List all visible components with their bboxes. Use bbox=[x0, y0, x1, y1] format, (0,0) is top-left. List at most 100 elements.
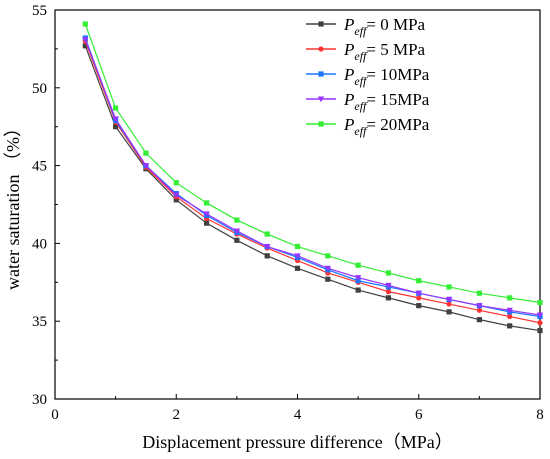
data-point bbox=[476, 307, 482, 313]
legend-value: = 10MPa bbox=[366, 65, 429, 84]
y-tick-label: 30 bbox=[32, 392, 47, 408]
data-point bbox=[355, 287, 361, 293]
data-point bbox=[385, 270, 392, 276]
legend-swatch-marker bbox=[318, 21, 324, 27]
data-point bbox=[446, 309, 452, 315]
data-point bbox=[203, 220, 210, 226]
legend-swatch-marker bbox=[318, 121, 324, 127]
data-point bbox=[537, 320, 543, 326]
legend-label: Peff= 15MPa bbox=[343, 90, 430, 113]
plot-border bbox=[54, 9, 541, 400]
series-layer bbox=[82, 21, 544, 334]
legend-value: = 20MPa bbox=[366, 115, 429, 134]
y-tick-label: 55 bbox=[32, 3, 47, 19]
data-point bbox=[445, 296, 453, 303]
legend-symbol: P bbox=[343, 15, 354, 34]
series-line bbox=[84, 23, 541, 304]
legend-label: Peff= 20MPa bbox=[343, 115, 430, 138]
series-line bbox=[84, 45, 541, 332]
data-point bbox=[416, 303, 422, 309]
legend-value: = 15MPa bbox=[366, 90, 429, 109]
data-point bbox=[263, 244, 271, 250]
legend-subscript: eff bbox=[354, 124, 368, 138]
legend-swatch-marker bbox=[317, 96, 325, 103]
data-point bbox=[416, 278, 422, 284]
legend-subscript: eff bbox=[354, 74, 368, 88]
series-line bbox=[84, 39, 541, 316]
data-point bbox=[537, 327, 543, 334]
data-point bbox=[82, 37, 89, 43]
legend-item-4: Peff= 15MPa bbox=[306, 90, 430, 113]
legend-subscript: eff bbox=[354, 24, 368, 38]
x-tick-label: 6 bbox=[415, 407, 423, 423]
data-point bbox=[203, 211, 210, 218]
data-point bbox=[325, 276, 331, 282]
data-point bbox=[233, 228, 241, 235]
data-point bbox=[416, 295, 422, 301]
data-point bbox=[112, 116, 119, 123]
data-point bbox=[173, 192, 180, 199]
data-point bbox=[507, 313, 513, 320]
data-point bbox=[203, 200, 210, 206]
x-tick-label: 2 bbox=[173, 407, 181, 423]
data-point bbox=[506, 307, 513, 314]
series-1 bbox=[82, 43, 543, 334]
data-point bbox=[385, 295, 392, 301]
legend-symbol: P bbox=[343, 115, 354, 134]
x-axis: 0 2 4 6 8 bbox=[51, 394, 544, 423]
y-tick-label: 40 bbox=[32, 236, 47, 252]
series-3 bbox=[82, 35, 543, 320]
data-point bbox=[82, 21, 88, 27]
series-4 bbox=[82, 37, 544, 319]
series-line bbox=[84, 40, 541, 324]
data-point bbox=[446, 284, 452, 290]
data-point bbox=[537, 299, 543, 306]
y-axis: 30 35 40 45 50 55 bbox=[32, 3, 60, 408]
data-point bbox=[234, 237, 240, 243]
legend-value: = 5 MPa bbox=[366, 40, 425, 59]
data-point bbox=[507, 323, 513, 329]
legend-item-3: Peff= 10MPa bbox=[306, 65, 430, 88]
legend-subscript: eff bbox=[354, 99, 368, 113]
y-tick-label: 45 bbox=[32, 159, 47, 175]
data-point bbox=[355, 262, 361, 268]
legend-label: Peff= 10MPa bbox=[343, 65, 430, 88]
x-tick-label: 0 bbox=[51, 407, 59, 423]
legend-label: Peff= 0 MPa bbox=[343, 15, 426, 38]
data-point bbox=[294, 265, 301, 271]
data-point bbox=[173, 180, 179, 186]
legend-item-2: Peff= 5 MPa bbox=[306, 40, 426, 63]
legend-subscript: eff bbox=[354, 49, 368, 63]
series-2 bbox=[82, 38, 543, 326]
y-tick-label: 50 bbox=[32, 81, 47, 97]
legend-symbol: P bbox=[343, 65, 354, 84]
legend-item-1: Peff= 0 MPa bbox=[306, 15, 426, 38]
data-point bbox=[294, 253, 301, 260]
legend-swatch-marker bbox=[318, 46, 324, 52]
data-point bbox=[264, 231, 270, 237]
data-point bbox=[325, 253, 331, 259]
data-point bbox=[143, 150, 149, 156]
legend-item-5: Peff= 20MPa bbox=[306, 115, 430, 138]
data-point bbox=[82, 43, 88, 49]
y-axis-title: water saturation （%） bbox=[3, 119, 23, 290]
x-axis-title: Displacement pressure difference（MPa） bbox=[142, 432, 453, 452]
data-point bbox=[385, 282, 392, 289]
data-point bbox=[324, 265, 332, 272]
data-point bbox=[476, 303, 483, 309]
y-tick-label: 35 bbox=[32, 314, 47, 330]
data-point bbox=[476, 290, 482, 296]
data-point bbox=[385, 289, 392, 295]
data-point bbox=[536, 312, 544, 319]
data-point bbox=[476, 317, 482, 323]
x-tick-label: 4 bbox=[294, 407, 302, 423]
legend-symbol: P bbox=[343, 40, 354, 59]
data-point bbox=[173, 197, 179, 203]
data-point bbox=[234, 217, 240, 223]
series-5 bbox=[82, 21, 543, 306]
data-point bbox=[294, 243, 301, 250]
data-point bbox=[113, 105, 119, 111]
data-point bbox=[446, 301, 452, 307]
